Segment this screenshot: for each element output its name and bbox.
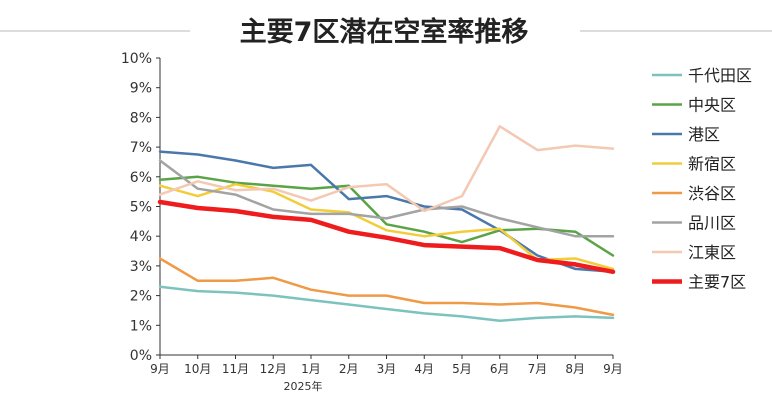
y-tick-label: 6% [130, 170, 152, 186]
x-tick-label: 4月 [414, 362, 434, 376]
series-line-8 [157, 199, 616, 275]
series-line-5 [158, 257, 615, 317]
legend-label-6: 品川区 [688, 214, 736, 233]
legend-label-4: 新宿区 [688, 155, 736, 174]
x-tick-label: 5月 [452, 362, 472, 376]
series-line-3 [158, 150, 615, 274]
y-tick-label: 7% [130, 140, 152, 156]
legend-label-5: 渋谷区 [688, 184, 736, 203]
y-tick-label: 3% [130, 259, 152, 275]
legend-label-7: 江東区 [688, 243, 736, 262]
y-tick-label: 9% [130, 81, 152, 97]
y-tick-label: 4% [130, 229, 152, 245]
y-tick-label: 5% [130, 200, 152, 216]
y-tick-label: 1% [130, 318, 152, 334]
chart-title: 主要7区潜在空室率推移 [240, 16, 529, 48]
legend-label-3: 港区 [688, 125, 720, 144]
x-tick-label: 1月 [301, 362, 321, 376]
y-tick-label: 2% [130, 289, 152, 305]
x-tick-label: 7月 [528, 362, 548, 376]
legend-label-8: 主要7区 [688, 273, 746, 292]
x-tick-label: 6月 [490, 362, 510, 376]
x-tick-label: 11月 [222, 362, 249, 376]
x-tick-label: 3月 [377, 362, 397, 376]
y-tick-label: 0% [130, 348, 152, 364]
x-tick-label: 9月 [603, 362, 623, 376]
x-tick-label: 12月 [260, 362, 287, 376]
y-tick-label: 10% [121, 51, 152, 67]
year-label: 2025年 [284, 379, 323, 393]
x-tick-label: 10月 [184, 362, 211, 376]
series-line-7 [158, 125, 615, 213]
legend-label-2: 中央区 [688, 96, 736, 115]
y-tick-label: 8% [130, 110, 152, 126]
x-tick-label: 2月 [339, 362, 359, 376]
x-tick-label: 9月 [150, 362, 170, 376]
series-layer [157, 125, 616, 323]
series-line-2 [158, 175, 615, 257]
x-tick-label: 8月 [565, 362, 585, 376]
axes: 0% 1% 2% 3% 4% 5% 6% 7% 8% 9% 10% 9月 10月 11月 12月 1月 2月 3月… [121, 51, 623, 376]
series-line-1 [158, 285, 615, 323]
legend-label-1: 千代田区 [688, 66, 752, 85]
series-line-6 [158, 159, 615, 238]
